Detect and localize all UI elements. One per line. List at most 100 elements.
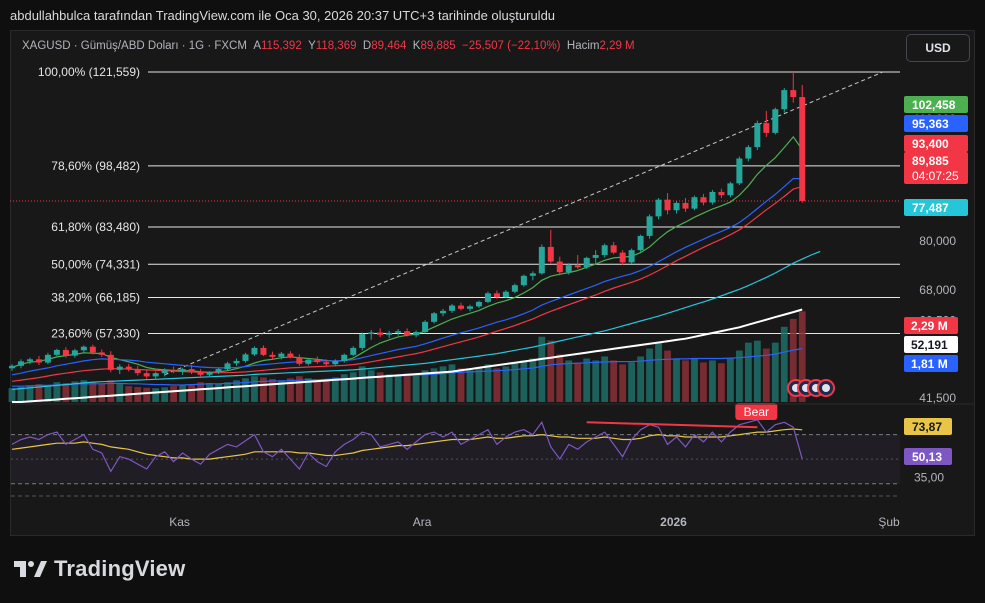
- volume-bar: [251, 376, 258, 402]
- price-tag: [904, 199, 968, 216]
- candle: [134, 369, 141, 374]
- volume-bar: [628, 362, 636, 402]
- volume-bar: [107, 380, 115, 402]
- low-value: 89,464: [371, 40, 407, 52]
- volume-bar: [269, 379, 276, 402]
- volume-tag: [904, 317, 958, 334]
- rsi-tag: [904, 418, 952, 435]
- volume-bar: [376, 372, 384, 402]
- volume-bar: [71, 381, 79, 402]
- price-axis-tick: 41,500: [919, 391, 956, 405]
- candle: [458, 305, 464, 309]
- volume-bar: [610, 360, 618, 402]
- candle: [287, 353, 294, 358]
- candle: [610, 245, 617, 253]
- rsi-tag: [904, 448, 952, 465]
- volume-bar: [511, 362, 519, 402]
- candle: [89, 346, 96, 353]
- candle: [224, 363, 231, 370]
- candle: [53, 349, 60, 355]
- price-axis-tick: 80,000: [919, 234, 956, 248]
- brand-name: TradingView: [54, 556, 186, 581]
- close-value: 89,885: [420, 40, 456, 52]
- moving-average-line: [11, 177, 803, 376]
- open-value: 115,392: [261, 40, 302, 52]
- symbol-line[interactable]: XAGUSD · Gümüş/ABD Doları · 1G · FXCM: [22, 40, 247, 52]
- high-label: Y: [308, 40, 316, 52]
- event-flag-dot: [822, 384, 830, 392]
- fib-level-label: 100,00% (121,559): [38, 65, 140, 79]
- volume-tag-value: 2,29 M: [911, 319, 948, 333]
- volume-value: 2,29 M: [599, 40, 635, 52]
- volume-bar: [421, 370, 429, 402]
- candle: [98, 352, 105, 355]
- volume-bar: [718, 363, 725, 402]
- volume-bar: [466, 370, 474, 402]
- candle: [395, 331, 402, 333]
- candle: [296, 357, 303, 364]
- rsi-ma-line: [11, 428, 803, 460]
- price-tag: [904, 135, 968, 152]
- volume-bar: [80, 380, 88, 402]
- volume-tag: [904, 355, 958, 372]
- volume-bar: [430, 368, 438, 402]
- candle: [700, 197, 707, 203]
- volume-bar: [655, 342, 662, 402]
- volume-bar: [161, 387, 169, 402]
- volume-bar: [233, 380, 240, 402]
- volume-bar: [735, 350, 743, 402]
- candle: [556, 261, 563, 273]
- volume-bar: [331, 377, 339, 402]
- volume-bar: [340, 374, 348, 402]
- volume-bar: [727, 358, 734, 402]
- price-tag-value: 77,487: [912, 201, 949, 215]
- volume-tag-value: 1,81 M: [911, 357, 948, 371]
- volume-bar: [682, 360, 689, 402]
- volume-bar: [700, 362, 707, 402]
- moving-average-line: [11, 250, 821, 390]
- candle: [583, 257, 590, 268]
- chart-panel[interactable]: [10, 30, 975, 536]
- volume-bar: [179, 385, 187, 402]
- candle: [62, 349, 69, 356]
- volume-bar: [565, 360, 573, 402]
- currency-button[interactable]: USD: [906, 34, 970, 62]
- candle: [511, 285, 518, 292]
- volume-bar: [313, 380, 321, 402]
- time-axis-label: 2026: [660, 515, 687, 529]
- volume-bar: [170, 386, 178, 402]
- volume-bar: [35, 384, 43, 402]
- low-label: D: [362, 40, 372, 52]
- candle: [71, 350, 78, 356]
- candle: [547, 246, 554, 262]
- volume-bar: [304, 378, 312, 402]
- volume-bar: [619, 364, 627, 402]
- volume-bar: [385, 374, 393, 402]
- volume-bar: [780, 326, 788, 402]
- candle: [44, 354, 51, 363]
- candle: [763, 123, 770, 133]
- volume-bar: [789, 318, 797, 402]
- candle: [26, 359, 33, 362]
- fib-level-label: 23,60% (57,330): [51, 327, 140, 341]
- time-axis-label: Kas: [169, 515, 190, 529]
- ohlc-legend: XAGUSD · Gümüş/ABD Doları · 1G · FXCM A1…: [22, 40, 635, 52]
- candle: [781, 90, 788, 110]
- volume-bar: [62, 383, 70, 402]
- volume-bar: [583, 358, 591, 402]
- rsi-tag-value: 50,13: [912, 450, 942, 464]
- candle: [754, 123, 761, 148]
- volume-bar: [502, 366, 510, 402]
- candle: [790, 90, 797, 98]
- volume-bar: [89, 382, 97, 402]
- candle: [17, 361, 24, 366]
- volume-bar: [709, 360, 716, 402]
- candle: [359, 334, 366, 348]
- volume-bar: [637, 356, 644, 402]
- candle: [799, 97, 806, 201]
- candle: [628, 250, 635, 263]
- rsi-axis-tick: 35,00: [914, 471, 944, 485]
- bear-label: Bear: [744, 405, 769, 419]
- time-axis-label: Şub: [878, 515, 900, 529]
